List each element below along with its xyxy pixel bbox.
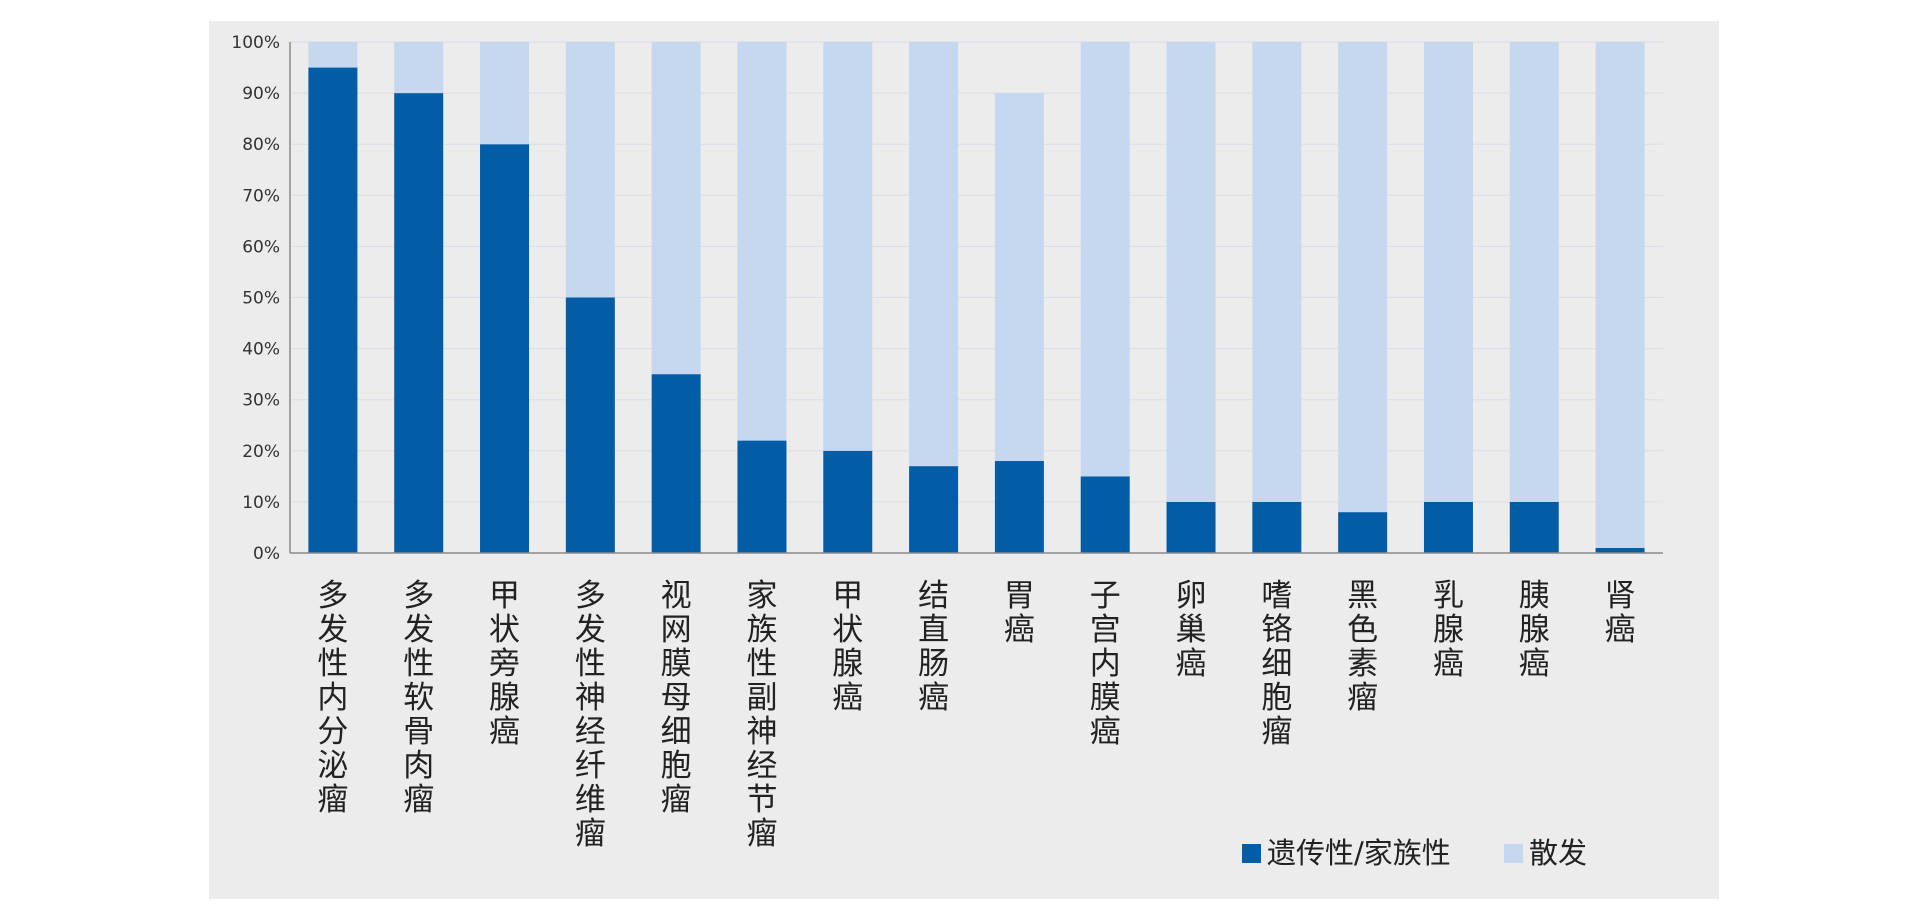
bar-hereditary xyxy=(737,440,787,553)
bar-sporadic xyxy=(1595,42,1645,548)
bar-hereditary xyxy=(823,450,873,553)
bar-sporadic xyxy=(737,42,787,441)
bar-hereditary xyxy=(394,93,444,553)
bar-hereditary xyxy=(1252,501,1302,553)
bar-sporadic xyxy=(651,42,701,375)
category-label: 肾癌 xyxy=(1605,578,1636,648)
y-tick-labels: 0% 10% 20% 30% 40% 50% 60% 70% 80% 90% 100% xyxy=(231,33,280,564)
category-label: 多发性神经纤维瘤 xyxy=(575,578,606,852)
y-tick-label: 90% xyxy=(242,84,280,104)
category-label: 结直肠癌 xyxy=(918,578,949,716)
y-tick-label: 30% xyxy=(242,391,280,411)
bar-hereditary xyxy=(1080,476,1130,553)
legend: 遗传性/家族性 散发 xyxy=(1242,836,1587,870)
y-tick-label: 100% xyxy=(231,33,280,53)
bar-sporadic xyxy=(1166,42,1216,502)
bar-sporadic xyxy=(308,42,358,68)
category-label: 嗜铬细胞瘤 xyxy=(1261,578,1292,750)
legend-swatch xyxy=(1242,844,1261,863)
bars xyxy=(308,42,1645,554)
bar-sporadic xyxy=(1252,42,1302,502)
bar-hereditary xyxy=(1509,501,1559,553)
category-label: 家族性副神经节瘤 xyxy=(746,578,777,852)
category-label: 子宫内膜癌 xyxy=(1090,578,1121,750)
y-tick-label: 20% xyxy=(242,442,280,462)
bar-sporadic xyxy=(1509,42,1559,502)
stacked-bar-chart: 0% 10% 20% 30% 40% 50% 60% 70% 80% 90% 100% 多发性内分泌… xyxy=(231,33,1663,870)
bar-hereditary xyxy=(1166,501,1216,553)
bar-sporadic xyxy=(1080,42,1130,477)
bar-hereditary xyxy=(308,67,358,554)
category-label: 乳腺癌 xyxy=(1433,578,1464,682)
category-label: 卵巢癌 xyxy=(1176,578,1207,682)
bar-sporadic xyxy=(1423,42,1473,502)
y-tick-label: 70% xyxy=(242,186,280,206)
bar-hereditary xyxy=(1423,501,1473,553)
y-tick-label: 40% xyxy=(242,340,280,360)
bar-hereditary xyxy=(1338,512,1388,553)
category-label: 多发性软骨肉瘤 xyxy=(403,578,434,818)
bar-hereditary xyxy=(1595,547,1645,553)
bar-sporadic xyxy=(909,42,959,467)
y-tick-label: 10% xyxy=(242,493,280,513)
bar-sporadic xyxy=(823,42,873,451)
y-tick-label: 80% xyxy=(242,135,280,155)
category-label: 胃癌 xyxy=(1004,578,1035,648)
chart-panel: 0% 10% 20% 30% 40% 50% 60% 70% 80% 90% 100% 多发性内分泌… xyxy=(209,21,1719,899)
bar-sporadic xyxy=(1338,42,1388,513)
bar-sporadic xyxy=(994,93,1044,462)
bar-hereditary xyxy=(565,297,615,553)
y-tick-label: 60% xyxy=(242,237,280,257)
category-label: 胰腺癌 xyxy=(1519,578,1550,682)
legend-swatch xyxy=(1504,844,1523,863)
y-tick-label: 0% xyxy=(253,544,280,564)
bar-hereditary xyxy=(480,144,530,553)
bar-hereditary xyxy=(909,466,959,553)
bar-hereditary xyxy=(994,461,1044,553)
category-label: 多发性内分泌瘤 xyxy=(317,578,348,818)
bar-sporadic xyxy=(565,42,615,298)
category-label: 黑色素瘤 xyxy=(1347,578,1378,716)
bar-hereditary xyxy=(651,374,701,553)
legend-label: 散发 xyxy=(1529,836,1587,870)
bar-sporadic xyxy=(480,42,530,145)
category-labels: 多发性内分泌瘤 多发性软骨肉瘤 甲状旁腺癌 多发性神经纤维瘤 视网膜母细胞瘤 家族性副神经… xyxy=(317,578,1635,852)
bar-sporadic xyxy=(394,42,444,94)
category-label: 甲状旁腺癌 xyxy=(489,578,520,750)
category-label: 甲状腺癌 xyxy=(832,578,863,716)
axes xyxy=(289,42,1663,554)
legend-label: 遗传性/家族性 xyxy=(1267,836,1451,870)
y-tick-label: 50% xyxy=(242,289,280,309)
category-label: 视网膜母细胞瘤 xyxy=(661,578,692,818)
